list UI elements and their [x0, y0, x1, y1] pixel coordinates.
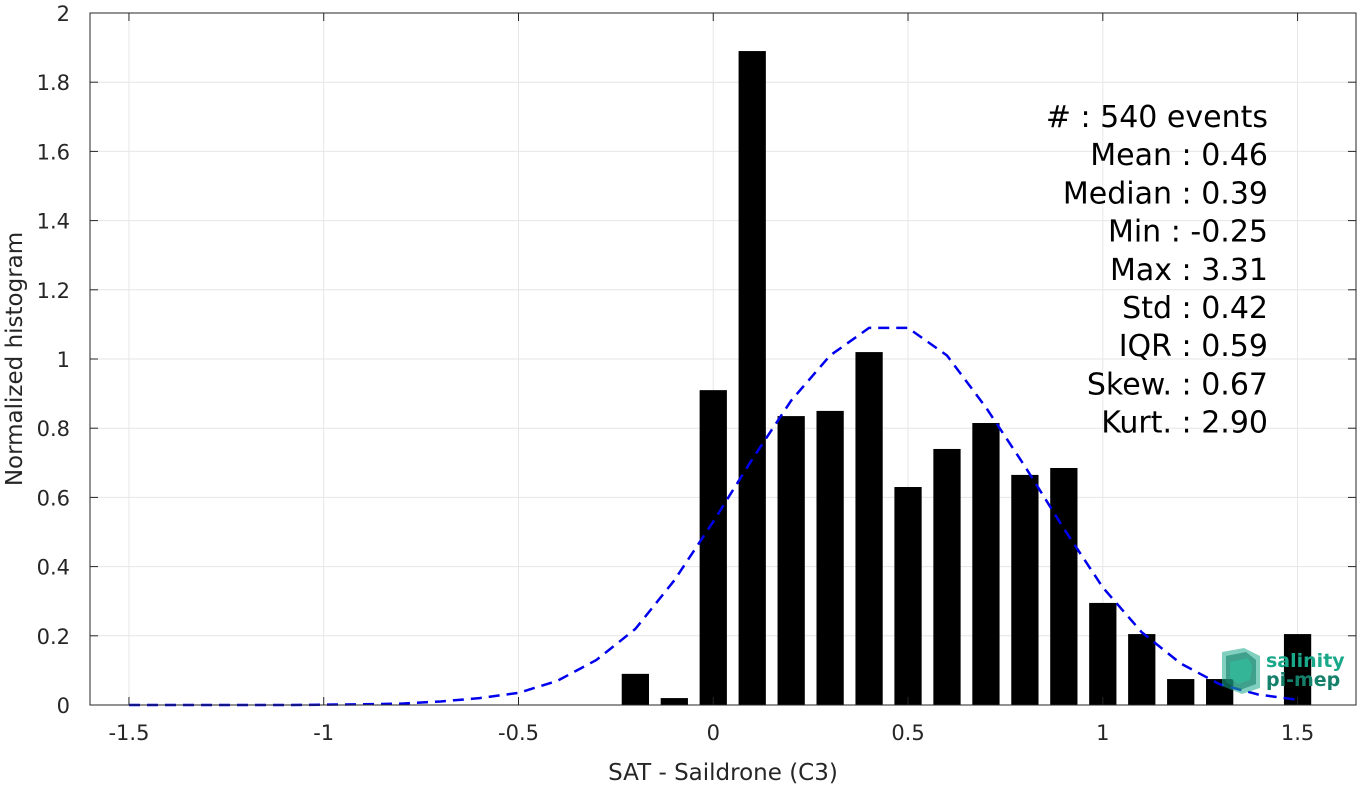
histogram-bar: [699, 390, 727, 705]
y-tick-label: 1.6: [37, 140, 70, 164]
stat-line: Std : 0.42: [1122, 291, 1268, 326]
x-tick-labels: -1.5 -1 -0.5 0 0.5 1 1.5: [108, 721, 1314, 745]
histogram-bar: [660, 698, 688, 705]
histogram-bar: [894, 487, 922, 705]
histogram-bars: [621, 51, 1312, 706]
histogram-bar: [1167, 679, 1195, 705]
histogram-bar: [1050, 467, 1078, 705]
histogram-bar: [738, 51, 766, 706]
histogram-bar: [855, 352, 883, 705]
y-tick-label: 1.4: [37, 210, 70, 234]
y-tick-label: 0: [57, 694, 70, 718]
y-tick-label: 1: [57, 348, 70, 372]
y-axis-label: Normalized histogram: [2, 232, 28, 486]
stat-line: Skew. : 0.67: [1087, 367, 1268, 402]
y-tick-label: 1.2: [37, 279, 70, 303]
stat-line: Median : 0.39: [1063, 176, 1268, 211]
y-tick-label: 2: [57, 2, 70, 26]
axis-ticks: [90, 12, 1356, 706]
fit-curve: [129, 326, 1298, 707]
x-tick-label: 0.5: [891, 721, 924, 745]
logo-icon: [1222, 648, 1260, 694]
stat-line: Min : -0.25: [1108, 215, 1268, 250]
x-tick-label: 0: [707, 721, 720, 745]
histogram-bar: [1283, 634, 1312, 705]
stat-line: Kurt. : 2.90: [1101, 406, 1268, 441]
salinity-pimep-logo: salinity pi-mep: [1222, 648, 1345, 694]
y-tick-label: 1.8: [37, 71, 70, 95]
histogram-bar: [777, 416, 805, 705]
stat-line: Max : 3.31: [1110, 253, 1268, 288]
histogram-bar: [1128, 634, 1156, 705]
x-tick-label: 1: [1096, 721, 1109, 745]
logo-text-pimep: pi-mep: [1266, 669, 1340, 691]
x-tick-label: -1.5: [108, 721, 149, 745]
histogram-bar: [1011, 474, 1039, 705]
histogram-bar: [1089, 602, 1117, 705]
y-tick-label: 0.6: [37, 486, 70, 510]
histogram-bar: [621, 673, 649, 705]
y-tick-label: 0.8: [37, 417, 70, 441]
x-axis-label: SAT - Saildrone (C3): [608, 760, 838, 785]
histogram-bar: [972, 423, 1000, 705]
x-tick-label: -0.5: [498, 721, 539, 745]
x-tick-label: -1: [313, 721, 334, 745]
histogram-bar: [933, 448, 961, 705]
x-tick-label: 1.5: [1281, 721, 1314, 745]
stat-line: Mean : 0.46: [1090, 138, 1268, 173]
stat-line: # : 540 events: [1046, 100, 1268, 135]
stat-line: IQR : 0.59: [1119, 329, 1268, 364]
logo-text-salinity: salinity: [1266, 650, 1345, 672]
y-tick-label: 0.4: [37, 556, 70, 580]
histogram-bar: [816, 410, 844, 705]
y-tick-label: 0.2: [37, 625, 70, 649]
y-tick-labels: 0 0.2 0.4 0.6 0.8 1 1.2 1.4 1.6 1.8 2: [37, 2, 70, 718]
